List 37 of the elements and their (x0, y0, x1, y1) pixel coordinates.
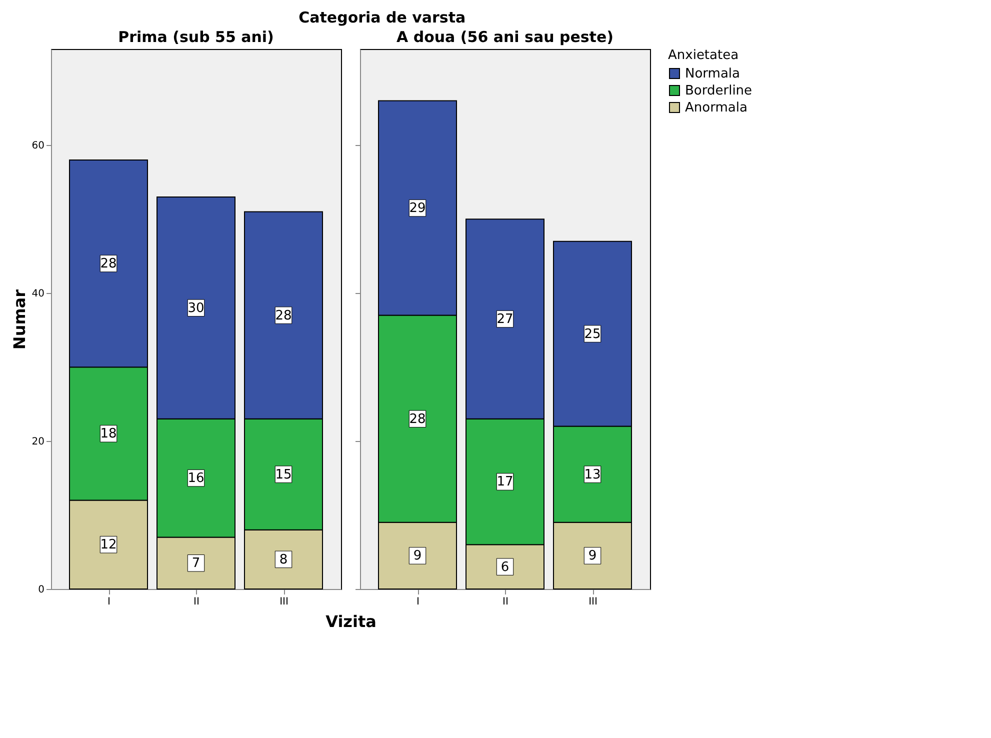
data-label: 13 (584, 467, 601, 482)
data-label: 15 (275, 467, 292, 482)
legend-label: Borderline (685, 84, 752, 98)
data-label: 7 (192, 556, 200, 572)
data-label: 30 (188, 300, 204, 316)
data-label: 18 (100, 426, 117, 442)
y-tick-label: 0 (38, 584, 44, 596)
data-label: 27 (496, 312, 514, 327)
x-tick-label: I (108, 596, 110, 608)
data-label: 16 (188, 471, 204, 486)
y-tick-label: 60 (32, 140, 44, 152)
y-axis-title: Numar (10, 289, 29, 350)
legend-title: Anxietatea (668, 48, 739, 63)
chart-title: Prima (sub 55 ani) (118, 28, 274, 46)
chart-title: A doua (56 ani sau peste) (396, 28, 614, 46)
x-tick-label: III (280, 596, 288, 608)
data-label: 28 (100, 256, 117, 272)
data-label: 28 (409, 412, 426, 427)
x-tick-label: II (502, 596, 508, 608)
data-label: 17 (496, 474, 514, 490)
x-tick-label: III (588, 596, 598, 608)
legend-label: Normala (685, 66, 740, 82)
x-tick-label: II (194, 596, 200, 608)
data-label: 28 (275, 308, 292, 324)
data-label: 8 (279, 552, 288, 568)
data-label: 12 (100, 538, 117, 553)
data-label: 25 (584, 326, 601, 342)
data-label: 9 (588, 548, 597, 564)
data-label: 9 (413, 548, 422, 564)
legend-label: Anormala (685, 100, 748, 116)
x-axis-title: Vizita (326, 612, 376, 631)
y-tick-label: 20 (32, 436, 44, 448)
data-label: 29 (409, 201, 426, 216)
y-tick-label: 40 (32, 288, 44, 300)
text: Categoria de varsta (298, 8, 466, 26)
x-tick-label: I (416, 596, 420, 608)
data-label: 6 (500, 560, 510, 575)
